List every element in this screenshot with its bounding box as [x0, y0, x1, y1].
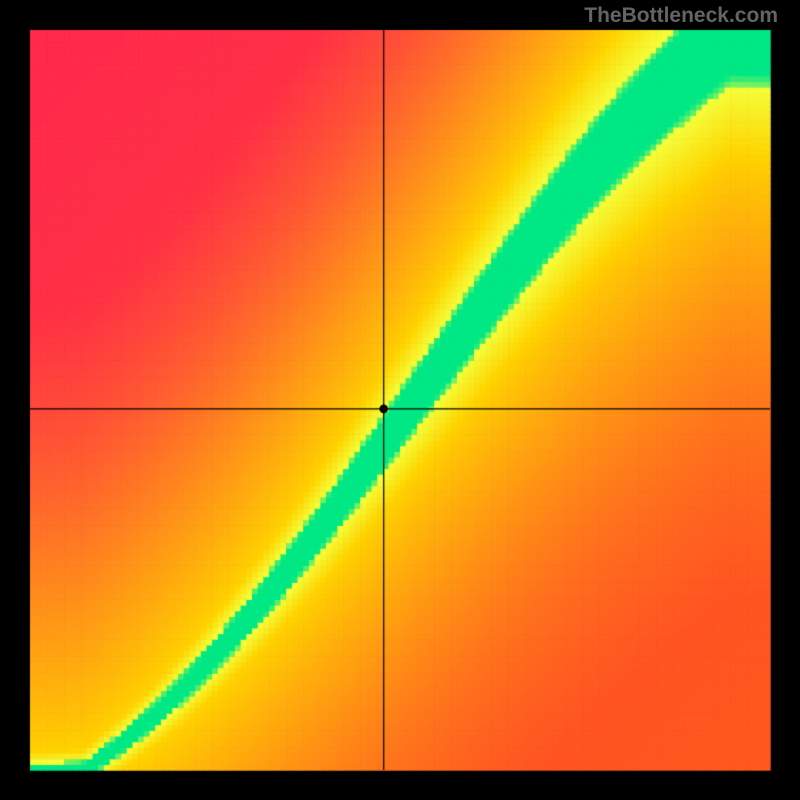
chart-container: TheBottleneck.com — [0, 0, 800, 800]
bottleneck-heatmap — [0, 0, 800, 800]
watermark-text: TheBottleneck.com — [584, 4, 778, 28]
